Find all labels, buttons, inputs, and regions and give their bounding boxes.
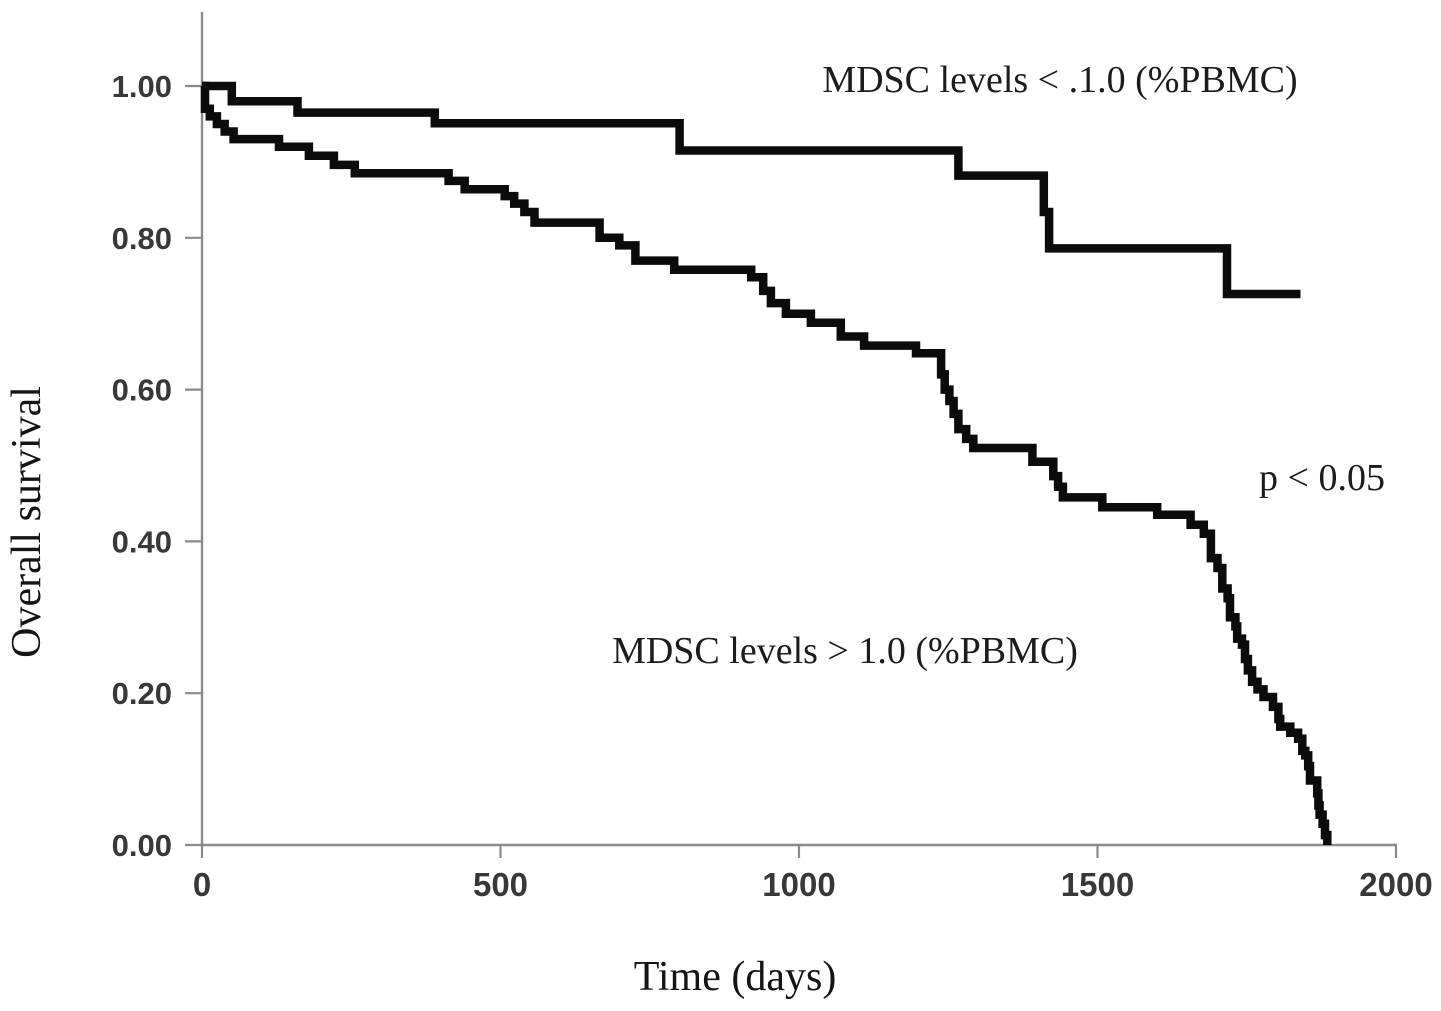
x-tick-label: 0 [193, 866, 211, 903]
y-tick-label: 0.60 [112, 373, 172, 408]
y-tick-label: 0.00 [112, 828, 172, 863]
annotation-p-value: p < 0.05 [1259, 457, 1385, 499]
survival-curve-low-mdsc [202, 81, 1301, 299]
annotation-high-mdsc: MDSC levels > 1.0 (%PBMC) [612, 630, 1078, 672]
x-tick-label: 1000 [762, 866, 835, 903]
annotation-low-mdsc: MDSC levels < .1.0 (%PBMC) [822, 59, 1297, 101]
y-tick-label: 0.40 [112, 524, 172, 559]
y-tick-label: 0.20 [112, 676, 172, 711]
x-tick-label: 500 [473, 866, 528, 903]
x-axis-title: Time (days) [634, 954, 837, 1000]
y-tick-label: 1.00 [112, 69, 172, 104]
y-ticks: 1.00 0.80 0.60 0.40 0.20 0.00 [112, 69, 202, 863]
y-axis: 1.00 0.80 0.60 0.40 0.20 0.00 [112, 12, 204, 863]
y-axis-title: Overall survival [4, 386, 50, 658]
x-tick-label: 1500 [1061, 866, 1134, 903]
x-axis: 0 500 1000 1500 2000 [193, 843, 1433, 903]
x-ticks: 0 500 1000 1500 2000 [193, 845, 1433, 903]
x-tick-label: 2000 [1359, 866, 1432, 903]
y-tick-label: 0.80 [112, 221, 172, 256]
survival-curve-high-mdsc [200, 81, 1332, 845]
